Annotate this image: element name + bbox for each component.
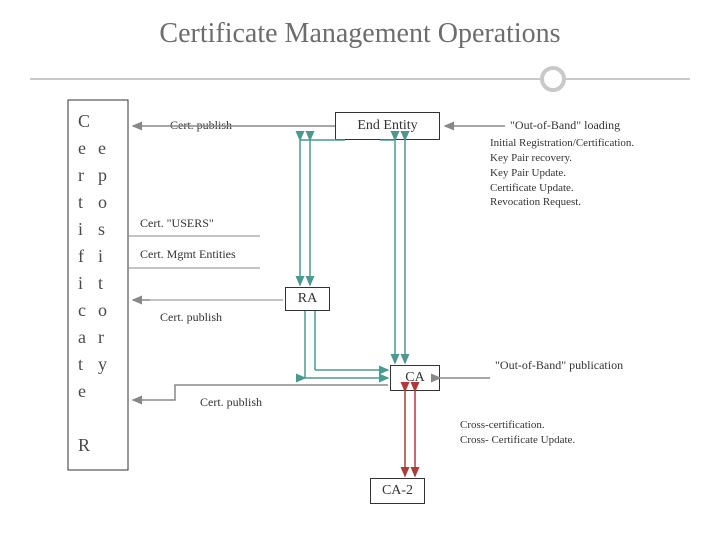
title-circle-icon xyxy=(540,66,566,92)
page-title: Certificate Management Operations xyxy=(0,18,720,50)
label-oob-publication: "Out-of-Band" publication xyxy=(495,358,623,373)
label-cert-publish-top: Cert. publish xyxy=(170,118,232,133)
vertical-text-col1: Certificate R xyxy=(78,108,90,459)
label-cert-publish-low: Cert. publish xyxy=(200,395,262,410)
box-ca2: CA-2 xyxy=(370,478,425,504)
diagram-lines xyxy=(0,0,720,540)
box-ca: CA xyxy=(390,365,440,391)
label-cert-users: Cert. "USERS" xyxy=(140,216,214,231)
label-oob-loading: "Out-of-Band" loading xyxy=(510,118,620,133)
box-end-entity: End Entity xyxy=(335,112,440,140)
notes-top: Initial Registration/Certification.Key P… xyxy=(490,136,634,210)
box-ra: RA xyxy=(285,287,330,311)
label-cert-mgmt: Cert. Mgmt Entities xyxy=(140,247,236,262)
vertical-text-col2: epository xyxy=(98,135,107,378)
title-divider xyxy=(30,78,690,80)
label-cert-publish-mid: Cert. publish xyxy=(160,310,222,325)
notes-bottom: Cross-certification.Cross- Certificate U… xyxy=(460,418,575,448)
